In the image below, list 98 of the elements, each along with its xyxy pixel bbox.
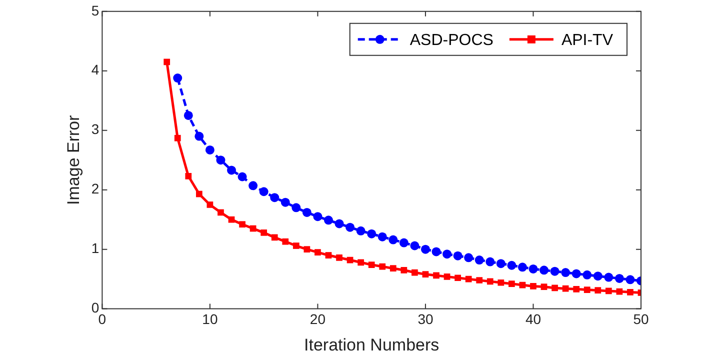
point [562, 285, 569, 292]
point [594, 287, 602, 294]
point [476, 277, 483, 284]
point [572, 269, 581, 278]
point [358, 259, 364, 266]
y-tick-label: 5 [91, 2, 100, 18]
point [627, 288, 634, 296]
point [270, 193, 280, 202]
point [582, 270, 592, 280]
point [486, 278, 494, 285]
point [605, 288, 612, 294]
point [614, 274, 624, 283]
legend-label: API-TV [561, 32, 614, 49]
x-tick-label: 10 [202, 311, 218, 328]
point [260, 229, 268, 236]
point [474, 256, 484, 265]
point [550, 266, 560, 276]
point [454, 274, 461, 282]
y-tick-label: 2 [91, 180, 100, 197]
point [379, 263, 386, 270]
y-tick-label: 4 [91, 62, 100, 78]
point [399, 238, 408, 248]
point [453, 251, 462, 260]
point [390, 265, 396, 272]
point [528, 264, 538, 274]
point [173, 74, 182, 83]
point [518, 262, 527, 272]
point [227, 166, 236, 175]
point [324, 216, 333, 225]
point [239, 221, 246, 228]
point [292, 203, 301, 212]
point [325, 252, 332, 258]
point [271, 234, 278, 241]
point [433, 272, 440, 279]
point [496, 259, 506, 268]
point [561, 268, 570, 278]
point [238, 172, 247, 182]
point [184, 110, 193, 120]
point [442, 250, 452, 259]
y-tick-label: 3 [91, 121, 100, 138]
point [573, 286, 580, 292]
point [412, 269, 418, 276]
point [540, 266, 549, 275]
x-tick-label: 40 [525, 311, 542, 328]
point [302, 208, 312, 217]
point [313, 212, 322, 222]
point [218, 209, 224, 216]
point [400, 266, 408, 274]
point [248, 181, 258, 190]
point [196, 190, 202, 198]
legend-label: ASD-POCS [410, 32, 494, 49]
point [432, 247, 441, 256]
point [540, 284, 548, 290]
point [368, 262, 375, 268]
point [280, 198, 290, 207]
point [292, 242, 300, 249]
point [282, 238, 289, 245]
point [259, 187, 268, 196]
point [367, 229, 376, 238]
point [410, 241, 420, 250]
point [552, 284, 558, 292]
point [174, 134, 181, 142]
point [334, 219, 344, 228]
point [164, 58, 170, 66]
point [626, 275, 635, 284]
point [356, 226, 366, 236]
point [508, 280, 515, 287]
point [465, 276, 472, 282]
y-axis-title: Image Error [64, 114, 83, 205]
point [185, 172, 192, 180]
x-tick-label: 20 [310, 311, 326, 328]
x-tick-label: 50 [633, 311, 649, 328]
point [336, 254, 342, 261]
x-axis-title: Iteration Numbers [304, 335, 440, 354]
point [498, 279, 504, 286]
point [205, 145, 214, 154]
point [206, 202, 214, 208]
point [216, 156, 226, 165]
point [593, 272, 602, 281]
point [346, 222, 355, 232]
x-tick-label: 30 [418, 311, 434, 328]
point [388, 235, 398, 244]
point [507, 260, 516, 270]
point [422, 271, 429, 278]
point [486, 257, 495, 266]
point [464, 253, 474, 262]
point [314, 249, 321, 256]
point [584, 286, 590, 293]
point [530, 283, 536, 290]
y-tick-label: 1 [91, 240, 100, 256]
y-tick-label: 0 [91, 300, 100, 316]
point [444, 274, 450, 280]
point [228, 216, 235, 223]
point [420, 244, 430, 254]
point [304, 246, 310, 252]
point [604, 272, 614, 282]
point [194, 132, 204, 141]
point [378, 232, 387, 242]
